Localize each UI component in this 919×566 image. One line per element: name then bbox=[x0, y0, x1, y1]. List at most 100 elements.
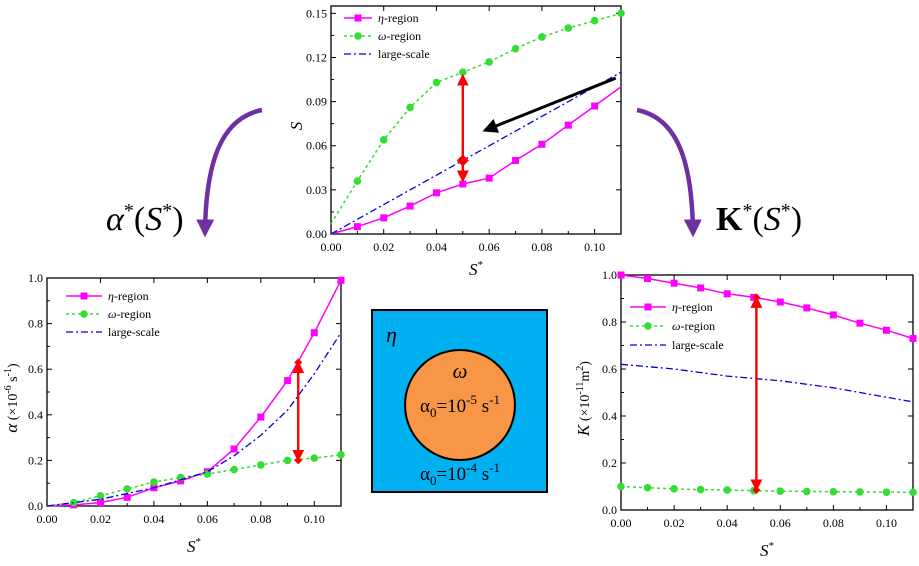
y-tick-label: 0.6 bbox=[28, 362, 43, 376]
data-point-eta bbox=[909, 334, 917, 342]
legend-marker-eta bbox=[80, 292, 88, 300]
legend-marker-eta bbox=[354, 14, 362, 22]
data-point-eta bbox=[96, 499, 104, 507]
data-point-eta bbox=[723, 290, 731, 298]
y-axis-label: S bbox=[287, 121, 306, 130]
y-tick-label: 0.4 bbox=[28, 408, 43, 422]
legend-symbol: ω bbox=[672, 319, 680, 333]
x-tick-label: 0.00 bbox=[611, 516, 632, 530]
x-axis-label-main: S bbox=[187, 537, 196, 556]
data-point-eta bbox=[380, 214, 388, 222]
x-tick-label: 0.06 bbox=[770, 516, 791, 530]
legend-marker-omega bbox=[354, 32, 362, 40]
data-point-omega bbox=[432, 78, 441, 87]
schematic-diagram: η ω α0=10-5 s-1 α0=10-4 s-1 bbox=[371, 309, 548, 493]
y-axis-label-main: S bbox=[287, 121, 306, 130]
data-point-eta bbox=[406, 202, 414, 210]
y-axis-label-unit2: s bbox=[6, 376, 21, 385]
y-tick-label: 0.00 bbox=[306, 227, 327, 241]
y-axis-label-main: K bbox=[574, 423, 593, 437]
data-point-eta bbox=[829, 311, 837, 319]
y-tick-label: 0.2 bbox=[602, 456, 617, 470]
data-point-eta bbox=[564, 121, 572, 129]
legend-label-omega: ω-region bbox=[108, 307, 151, 321]
legend-text: large-scale bbox=[672, 338, 724, 352]
x-axis-label-main: S bbox=[469, 260, 478, 279]
legend-symbol: ω bbox=[108, 307, 116, 321]
data-point-omega bbox=[353, 177, 362, 185]
data-point-omega bbox=[511, 44, 520, 53]
y-axis-label-close: ) bbox=[578, 361, 593, 366]
x-tick-label: 0.04 bbox=[717, 516, 738, 530]
y-tick-label: 1.0 bbox=[602, 268, 617, 282]
black-arrow bbox=[482, 76, 617, 133]
x-axis-label-sup: * bbox=[478, 259, 484, 271]
x-tick-label: 0.00 bbox=[37, 512, 58, 526]
data-point-eta bbox=[803, 304, 811, 312]
x-tick-label: 0.04 bbox=[143, 512, 164, 526]
x-tick-label: 0.04 bbox=[426, 240, 447, 254]
data-point-omega bbox=[856, 488, 864, 496]
chart-k-vs-sstar: 0.00 0.02 0.04 0.06 0.08 0.10 0.0 0.2 0.4 0.6 0.8 1… bbox=[574, 268, 917, 560]
x-tick-label: 0.08 bbox=[823, 516, 844, 530]
y-axis-label-exp: -6 bbox=[3, 385, 14, 393]
data-point-eta bbox=[310, 329, 318, 337]
data-point-omega bbox=[310, 454, 319, 462]
x-tick-label: 0.02 bbox=[373, 240, 394, 254]
alpha-function-label: α*(S*) bbox=[106, 200, 184, 238]
legend-symbol: η bbox=[378, 11, 384, 25]
data-point-eta bbox=[697, 284, 705, 292]
legend-label-omega: ω-region bbox=[378, 29, 421, 43]
legend-text: -region bbox=[678, 300, 713, 314]
x-tick-label: 0.00 bbox=[321, 240, 342, 254]
y-tick-label: 0.06 bbox=[306, 139, 327, 153]
y-axis-label-main: α bbox=[2, 423, 21, 433]
data-point-omega bbox=[882, 488, 891, 496]
plot-frame bbox=[46, 277, 342, 507]
y-tick-label: 0.03 bbox=[306, 183, 327, 197]
series-line-eta bbox=[330, 86, 622, 235]
data-point-omega bbox=[257, 461, 265, 469]
data-point-omega bbox=[283, 456, 292, 465]
x-axis-label-main: S bbox=[760, 541, 769, 560]
series-line-large bbox=[46, 332, 342, 507]
x-tick-label: 0.10 bbox=[304, 512, 325, 526]
x-axis-label: S* bbox=[187, 536, 201, 556]
series-line-large bbox=[620, 363, 914, 403]
x-tick-label: 0.10 bbox=[876, 516, 897, 530]
legend-text: -region bbox=[384, 11, 419, 25]
x-tick-label: 0.02 bbox=[664, 516, 685, 530]
chart-top-s-vs-sstar: 0.00 0.02 0.04 0.06 0.08 0.10 0.00 0.03 0.06 0.09… bbox=[287, 5, 625, 279]
y-tick-label: 0.0 bbox=[28, 499, 43, 513]
data-point-omega bbox=[96, 491, 105, 500]
legend-label-eta: η-region bbox=[378, 11, 419, 25]
data-point-eta bbox=[670, 279, 678, 287]
legend-text: large-scale bbox=[108, 325, 160, 339]
legend-marker-eta bbox=[644, 303, 652, 311]
omega-region-circle bbox=[404, 349, 516, 461]
data-point-omega bbox=[485, 58, 493, 66]
series-line-omega bbox=[330, 12, 622, 225]
y-tick-label: 0.15 bbox=[306, 6, 327, 20]
series-line-omega bbox=[620, 485, 914, 494]
legend-text: -region bbox=[680, 319, 715, 333]
legend-marker-omega bbox=[80, 310, 88, 318]
legend-marker-omega bbox=[644, 322, 652, 330]
y-tick-label: 1.0 bbox=[28, 271, 43, 285]
data-point-eta bbox=[459, 180, 467, 188]
data-point-eta bbox=[856, 319, 864, 327]
legend-label-omega: ω-region bbox=[672, 319, 715, 333]
data-point-omega bbox=[337, 450, 345, 459]
x-axis-label-sup: * bbox=[196, 536, 202, 548]
y-axis-label-close: ) bbox=[6, 363, 21, 368]
data-point-eta bbox=[230, 445, 238, 453]
data-point-omega bbox=[406, 103, 414, 112]
data-point-omega bbox=[617, 482, 625, 491]
y-tick-label: 0.09 bbox=[306, 95, 327, 109]
data-point-omega bbox=[538, 33, 546, 41]
data-point-omega bbox=[150, 478, 158, 486]
legend-text: -region bbox=[386, 29, 421, 43]
data-point-eta bbox=[257, 413, 265, 421]
x-axis-label: S* bbox=[760, 540, 774, 560]
